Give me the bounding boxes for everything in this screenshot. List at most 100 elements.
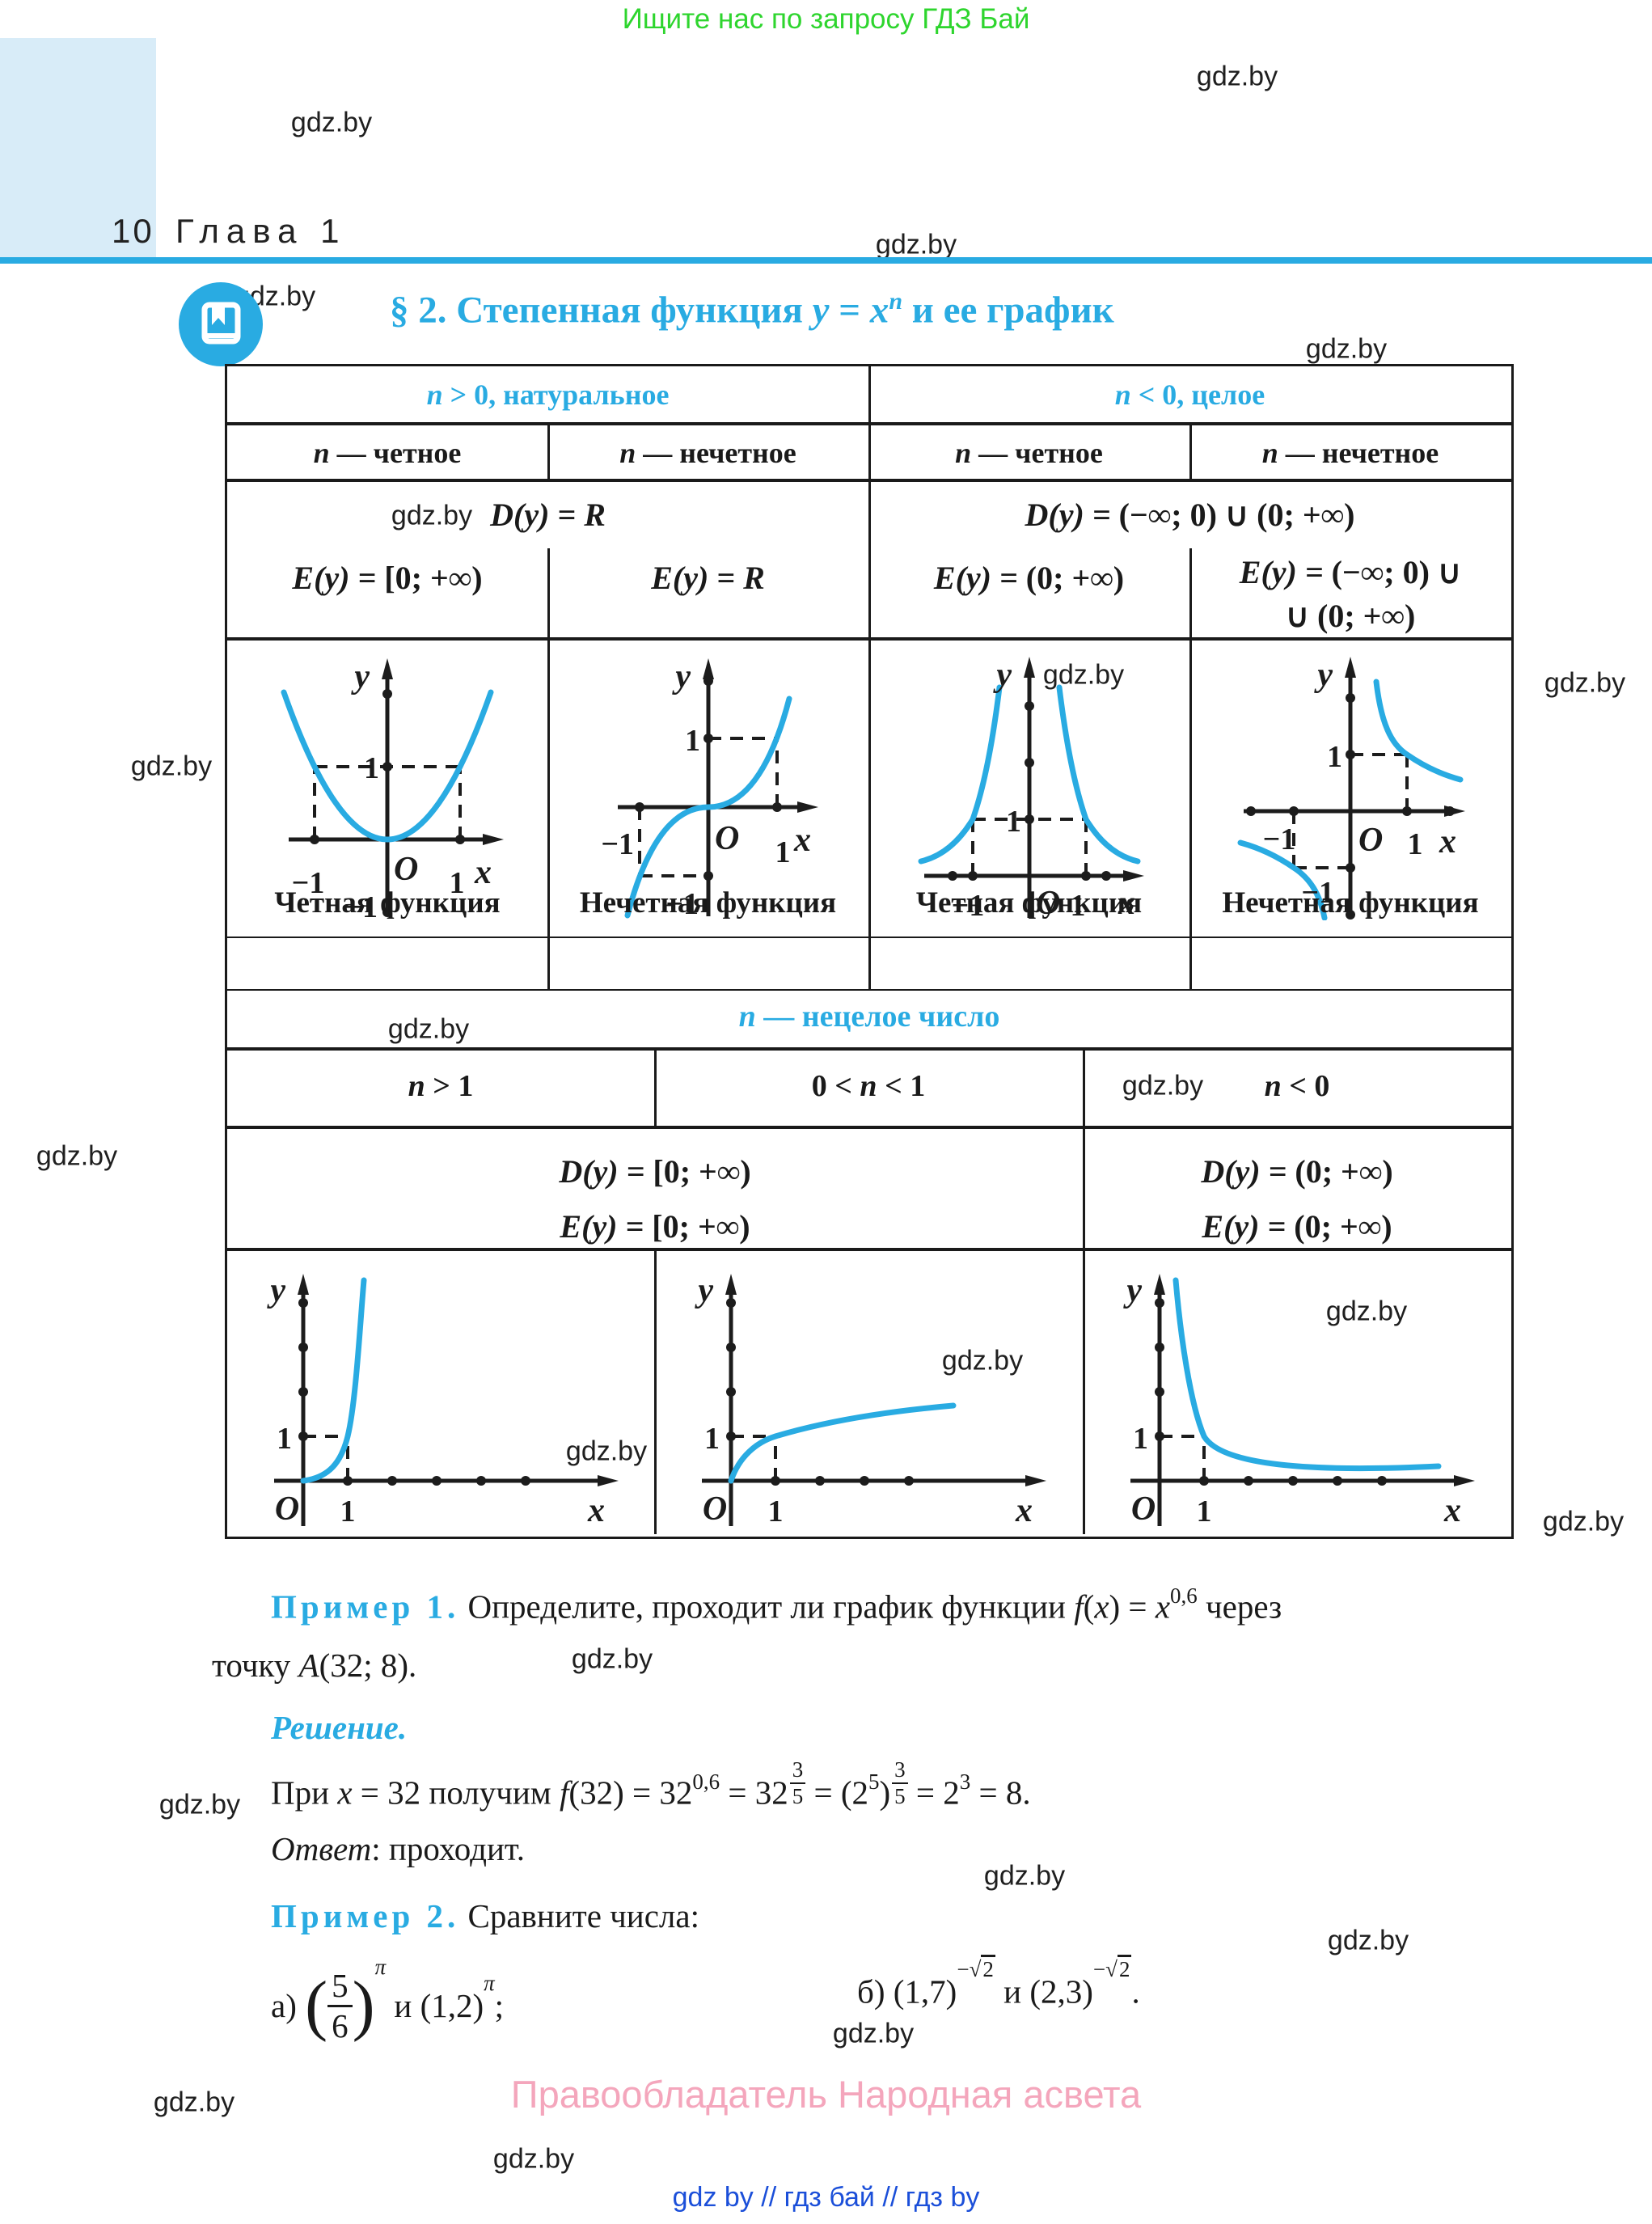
svg-text:y: y xyxy=(1313,657,1333,694)
table-rule xyxy=(868,425,871,479)
domain-right: D(y) = (−∞; 0) ∪ (0; +∞) xyxy=(1025,497,1355,533)
col-even: n — четное xyxy=(313,437,462,469)
svg-text:1: 1 xyxy=(277,1422,292,1456)
svg-text:x: x xyxy=(1015,1492,1033,1529)
table-rule xyxy=(1189,641,1192,989)
svg-text:1: 1 xyxy=(685,724,700,758)
watermark: gdz.by xyxy=(387,1013,470,1045)
watermark: gdz.by xyxy=(941,1345,1024,1376)
svg-text:O: O xyxy=(394,851,418,888)
col-group-negative: n < 0, целое xyxy=(1114,378,1265,411)
col-group-natural: n > 0, натуральное xyxy=(426,378,670,411)
svg-text:1: 1 xyxy=(1006,805,1021,839)
watermark: gdz.by xyxy=(158,1789,241,1820)
caption-even: Четная функция xyxy=(274,886,501,920)
watermark: gdz.by xyxy=(130,750,213,782)
table-rule xyxy=(227,1126,1511,1129)
svg-text:1: 1 xyxy=(775,835,791,869)
svg-text:O: O xyxy=(703,1490,727,1528)
range-even-2: E(y) = (0; +∞) xyxy=(933,560,1125,596)
svg-text:−1: −1 xyxy=(1263,822,1296,856)
table-rule xyxy=(227,989,1511,991)
watermark: gdz.by xyxy=(832,2018,915,2049)
watermark: gdz.by xyxy=(290,107,373,138)
svg-text:y: y xyxy=(350,658,370,696)
table-rule xyxy=(1189,425,1192,479)
table-rule xyxy=(227,422,1511,425)
svg-text:x: x xyxy=(1118,885,1135,920)
watermark: gdz.by xyxy=(153,2087,235,2118)
table-rule xyxy=(1189,548,1192,637)
watermark: gdz.by xyxy=(1327,1925,1409,1956)
svg-text:−1: −1 xyxy=(292,866,325,900)
svg-text:1: 1 xyxy=(1133,1422,1148,1456)
page-corner-box xyxy=(0,38,156,257)
example-1-calculation: При x = 32 получим f(32) = 320,6 = 32 3 5 … xyxy=(271,1757,1031,1812)
caption-even-2: Четная функция xyxy=(915,886,1143,920)
watermark: gdz.by xyxy=(875,229,957,260)
svg-text:−1: −1 xyxy=(1301,876,1334,910)
svg-text:−1: −1 xyxy=(601,827,634,861)
svg-text:x: x xyxy=(587,1492,605,1529)
col-n-lt-0: n < 0 xyxy=(1264,1069,1330,1103)
power-function-table: n > 0, натуральное n < 0, целое n — четн… xyxy=(225,364,1514,1539)
footer-links: gdz by // гдз бай // гдз by xyxy=(672,2182,980,2213)
range-odd: E(y) = R xyxy=(651,560,765,596)
col-n-between: 0 < n < 1 xyxy=(811,1069,926,1103)
page-number: 10 xyxy=(112,212,154,250)
table-rule xyxy=(227,1248,1511,1251)
col-odd-2: n — нечетное xyxy=(1261,437,1439,469)
table-rule xyxy=(227,1047,1511,1051)
domain-bottom-right: D(y) = (0; +∞) xyxy=(1201,1153,1393,1190)
watermark: gdz.by xyxy=(1542,1506,1625,1537)
range-even: E(y) = [0; +∞) xyxy=(292,560,483,596)
svg-text:1: 1 xyxy=(450,866,465,900)
graph-even-negative: y x O 1 1 −1 xyxy=(918,657,1144,920)
table-rule xyxy=(227,479,1511,482)
domain-bottom-left: D(y) = [0; +∞) xyxy=(559,1153,751,1190)
table-rule xyxy=(547,641,550,989)
example-2-line: Пример 2. Сравните числа: xyxy=(271,1897,699,1934)
noninteger-header: n — нецелое число xyxy=(738,1000,1000,1034)
graph-odd-negative: y x O 1 1 −1 −1 xyxy=(1237,657,1465,920)
svg-text:y: y xyxy=(1122,1272,1142,1309)
watermark: gdz.by xyxy=(1325,1296,1408,1327)
svg-text:−1: −1 xyxy=(665,887,699,920)
watermark: gdz.by xyxy=(391,500,473,531)
watermark: gdz.by xyxy=(1042,659,1125,691)
caption-odd-2: Нечетная функция xyxy=(1222,886,1479,920)
watermark: gdz.by xyxy=(571,1643,653,1675)
svg-text:O: O xyxy=(1358,822,1383,859)
svg-text:−1: −1 xyxy=(952,889,985,920)
svg-text:O: O xyxy=(275,1490,299,1528)
range-bottom-right: E(y) = (0; +∞) xyxy=(1202,1208,1392,1245)
table-rule xyxy=(1083,1051,1085,1126)
watermark: gdz.by xyxy=(565,1435,648,1467)
watermark: gdz.by xyxy=(1122,1070,1204,1101)
svg-text:1: 1 xyxy=(364,751,379,785)
svg-text:1: 1 xyxy=(704,1422,720,1456)
svg-text:1: 1 xyxy=(1197,1495,1212,1528)
svg-text:1: 1 xyxy=(1327,740,1342,774)
svg-text:y: y xyxy=(992,657,1012,694)
svg-text:O: O xyxy=(1036,885,1060,920)
example-2-label: Пример 2. xyxy=(271,1897,460,1934)
book-icon xyxy=(179,282,263,366)
table-rule xyxy=(868,366,871,422)
svg-text:1: 1 xyxy=(1071,889,1086,920)
svg-text:O: O xyxy=(1131,1490,1156,1528)
svg-text:x: x xyxy=(1443,1492,1461,1529)
close-paren: ) xyxy=(352,1967,375,2043)
table-rule xyxy=(1083,1251,1085,1534)
table-rule xyxy=(654,1051,657,1126)
graph-n-gt-1: y x O 1 1 xyxy=(266,1272,619,1529)
table-rule xyxy=(547,425,550,479)
answer-line: Ответ: проходит. xyxy=(271,1830,525,1867)
graph-n-lt-0: y x O 1 1 xyxy=(1122,1272,1475,1529)
table-rule xyxy=(654,1251,657,1534)
watermark: gdz.by xyxy=(1305,333,1388,365)
graph-even-natural: y x O 1 1 −1 −1 xyxy=(281,658,504,920)
svg-text:y: y xyxy=(694,1272,713,1309)
svg-text:x: x xyxy=(793,822,811,859)
